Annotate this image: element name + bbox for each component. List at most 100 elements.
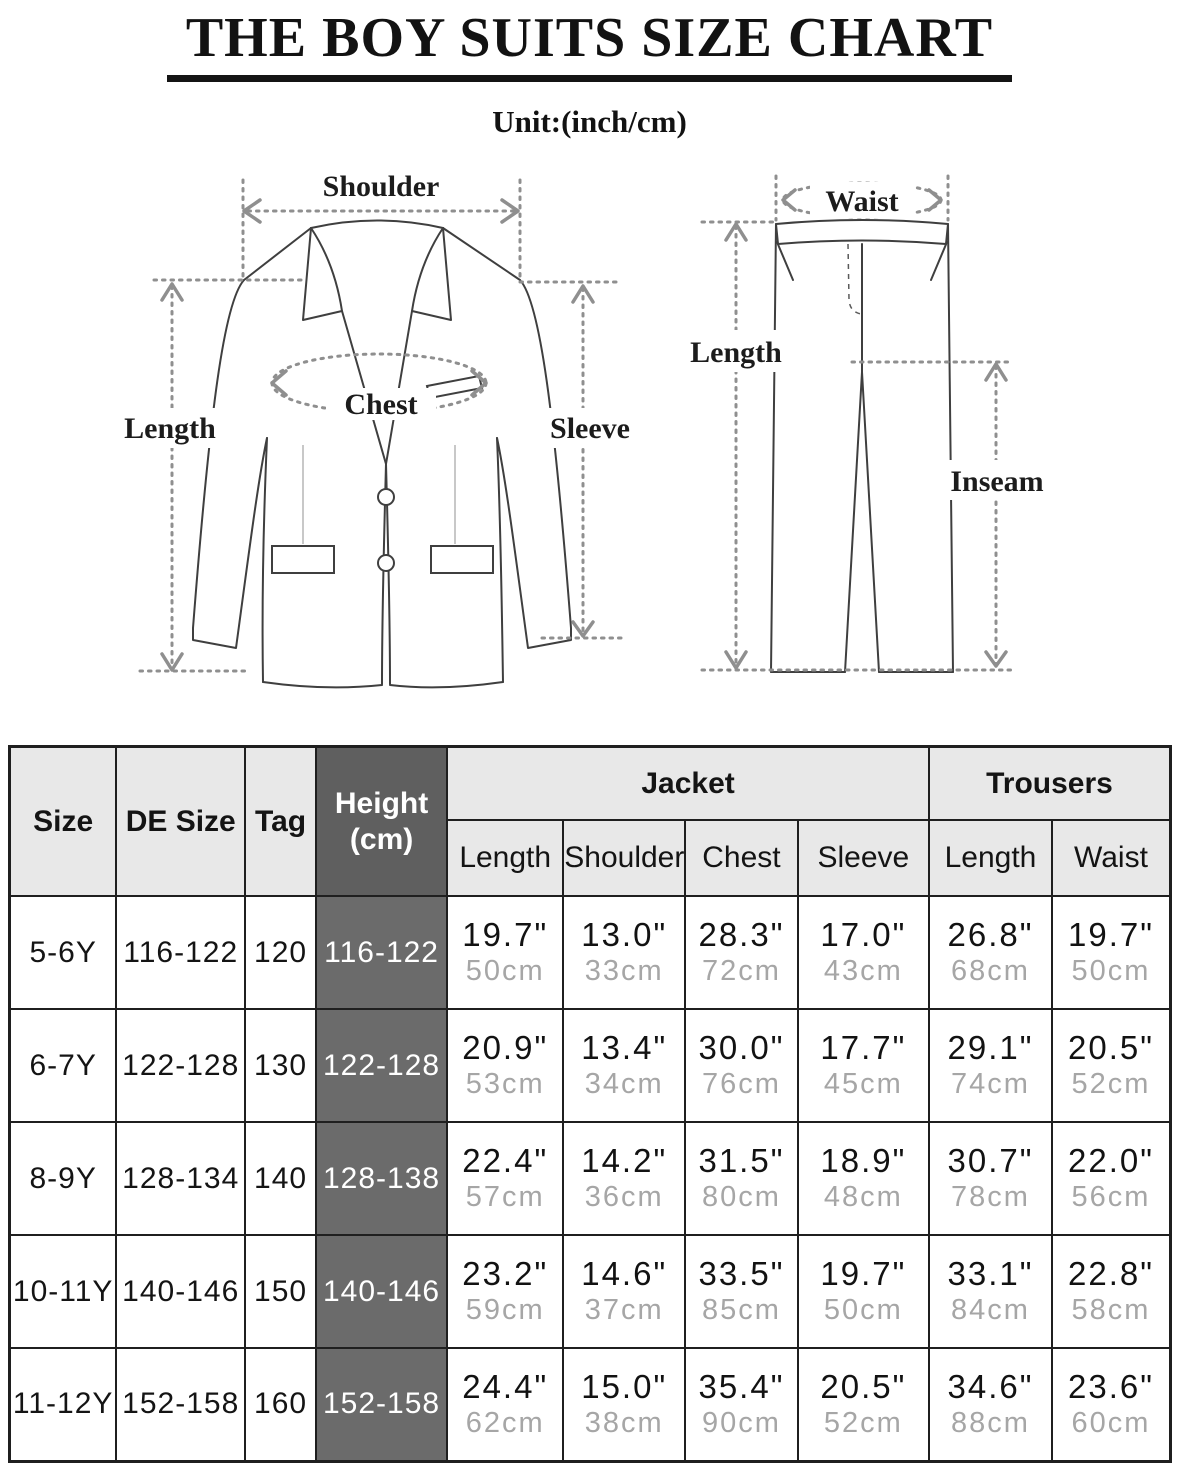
measurement-cell: 19.7" 50cm xyxy=(446,895,565,1010)
measurement-cell: 31.5" 80cm xyxy=(684,1121,799,1236)
jacket-button xyxy=(377,554,395,572)
inch-value: 26.8" xyxy=(947,915,1034,953)
inch-value: 19.7" xyxy=(462,915,549,953)
cm-value: 33cm xyxy=(584,955,664,988)
inch-value: 20.9" xyxy=(462,1028,549,1066)
inch-value: 20.5" xyxy=(1068,1028,1154,1066)
left-pocket xyxy=(271,545,335,574)
trousers-outline-drawing xyxy=(770,219,954,673)
jacket-button xyxy=(377,488,395,506)
inch-value: 33.5" xyxy=(698,1254,785,1292)
inch-value: 19.7" xyxy=(820,1254,907,1292)
inch-value: 29.1" xyxy=(947,1028,1034,1066)
jacket-outline-drawing xyxy=(192,219,572,689)
inch-value: 22.0" xyxy=(1068,1141,1154,1179)
tag-cell: 140 xyxy=(244,1121,317,1236)
col-header-trousers-length: Length xyxy=(927,819,1054,897)
inch-value: 17.7" xyxy=(820,1028,907,1066)
de-size-cell: 152-158 xyxy=(115,1347,247,1462)
measurement-cell: 22.8" 58cm xyxy=(1051,1234,1172,1349)
measurement-cell: 18.9" 48cm xyxy=(796,1121,930,1236)
jacket-length-measure: Length xyxy=(110,278,304,673)
size-cell: 8-9Y xyxy=(8,1121,118,1236)
table-row: 6-7Y 122-128 130 122-128 20.9" 53cm 13.4" 34cm 3… xyxy=(8,1008,1172,1123)
inch-value: 18.9" xyxy=(820,1141,907,1179)
measurement-cell: 24.4" 62cm xyxy=(446,1347,565,1462)
cm-value: 78cm xyxy=(951,1181,1030,1214)
cm-value: 38cm xyxy=(584,1406,664,1439)
inch-value: 22.8" xyxy=(1068,1254,1154,1292)
tag-cell: 160 xyxy=(244,1347,317,1462)
measurement-cell: 30.0" 76cm xyxy=(684,1008,799,1123)
jacket-measurement-diagram: Shoulder Length Chest Sleeve xyxy=(110,170,651,689)
size-cell: 6-7Y xyxy=(8,1008,118,1123)
inch-value: 14.6" xyxy=(581,1254,668,1292)
size-table-body: 5-6Y 116-122 120 116-122 19.7" 50cm 13.0" 33cm 2… xyxy=(8,895,1172,1462)
table-row: 11-12Y 152-158 160 152-158 24.4" 62cm 15.0" 38c… xyxy=(8,1347,1172,1462)
de-size-cell: 140-146 xyxy=(115,1234,247,1349)
jacket-chest-label: Chest xyxy=(344,388,417,421)
de-size-cell: 128-134 xyxy=(115,1121,247,1236)
measurement-cell: 13.0" 33cm xyxy=(562,895,687,1010)
measurement-cell: 17.7" 45cm xyxy=(796,1008,930,1123)
measurement-cell: 17.0" 43cm xyxy=(796,895,930,1010)
cm-value: 52cm xyxy=(1071,1068,1151,1101)
cm-value: 60cm xyxy=(1071,1406,1151,1439)
col-header-tag: Tag xyxy=(244,745,317,897)
height-cell: 122-128 xyxy=(314,1008,449,1123)
de-size-cell: 116-122 xyxy=(115,895,247,1010)
inch-value: 31.5" xyxy=(698,1141,785,1179)
right-pocket xyxy=(430,545,494,574)
cm-value: 50cm xyxy=(823,1294,903,1327)
de-size-cell: 122-128 xyxy=(115,1008,247,1123)
trousers-measurement-diagram: Waist Length Inseam xyxy=(674,174,1062,673)
cm-value: 50cm xyxy=(465,955,545,988)
col-header-de-size: DE Size xyxy=(115,745,247,897)
cm-value: 58cm xyxy=(1071,1294,1151,1327)
cm-value: 84cm xyxy=(951,1294,1030,1327)
measurement-cell: 23.2" 59cm xyxy=(446,1234,565,1349)
height-cell: 140-146 xyxy=(314,1234,449,1349)
trousers-length-label: Length xyxy=(690,336,782,369)
cm-value: 72cm xyxy=(701,955,781,988)
cm-value: 68cm xyxy=(951,955,1030,988)
inch-value: 34.6" xyxy=(947,1367,1034,1405)
cm-value: 37cm xyxy=(584,1294,664,1327)
jacket-shoulder-measure: Shoulder xyxy=(241,170,522,278)
measurement-cell: 22.4" 57cm xyxy=(446,1121,565,1236)
cm-value: 76cm xyxy=(701,1068,781,1101)
table-row: 10-11Y 140-146 150 140-146 23.2" 59cm 14.6" 37c… xyxy=(8,1234,1172,1349)
cm-value: 88cm xyxy=(951,1406,1030,1439)
cm-value: 56cm xyxy=(1071,1181,1151,1214)
inch-value: 22.4" xyxy=(462,1141,549,1179)
tag-cell: 150 xyxy=(244,1234,317,1349)
inch-value: 35.4" xyxy=(698,1367,785,1405)
cm-value: 53cm xyxy=(465,1068,545,1101)
measurement-cell: 23.6" 60cm xyxy=(1051,1347,1172,1462)
cm-value: 52cm xyxy=(823,1406,903,1439)
inch-value: 17.0" xyxy=(820,915,907,953)
size-table: Size DE Size Tag Height (cm) Jacket Trou… xyxy=(8,745,1172,1463)
measurement-cell: 26.8" 68cm xyxy=(927,895,1054,1010)
col-header-trousers-waist: Waist xyxy=(1051,819,1172,897)
cm-value: 48cm xyxy=(823,1181,903,1214)
tag-cell: 130 xyxy=(244,1008,317,1123)
tag-cell: 120 xyxy=(244,895,317,1010)
group-header-jacket: Jacket xyxy=(446,745,930,821)
trousers-waist-measure: Waist xyxy=(774,174,950,222)
measurement-cell: 34.6" 88cm xyxy=(927,1347,1054,1462)
cm-value: 85cm xyxy=(701,1294,781,1327)
jacket-chest-measure: Chest xyxy=(270,352,488,421)
title-underline xyxy=(167,75,1012,82)
measurement-cell: 19.7" 50cm xyxy=(1051,895,1172,1010)
jacket-sleeve-measure: Sleeve xyxy=(518,280,651,640)
col-header-jacket-chest: Chest xyxy=(684,819,799,897)
inch-value: 24.4" xyxy=(462,1367,549,1405)
jacket-sleeve-label: Sleeve xyxy=(550,412,630,445)
measurement-cell: 14.2" 36cm xyxy=(562,1121,687,1236)
trousers-waist-label: Waist xyxy=(825,185,898,218)
measurement-cell: 20.5" 52cm xyxy=(1051,1008,1172,1123)
col-header-height: Height (cm) xyxy=(314,745,449,897)
measurement-cell: 20.5" 52cm xyxy=(796,1347,930,1462)
jacket-shoulder-label: Shoulder xyxy=(323,170,440,203)
